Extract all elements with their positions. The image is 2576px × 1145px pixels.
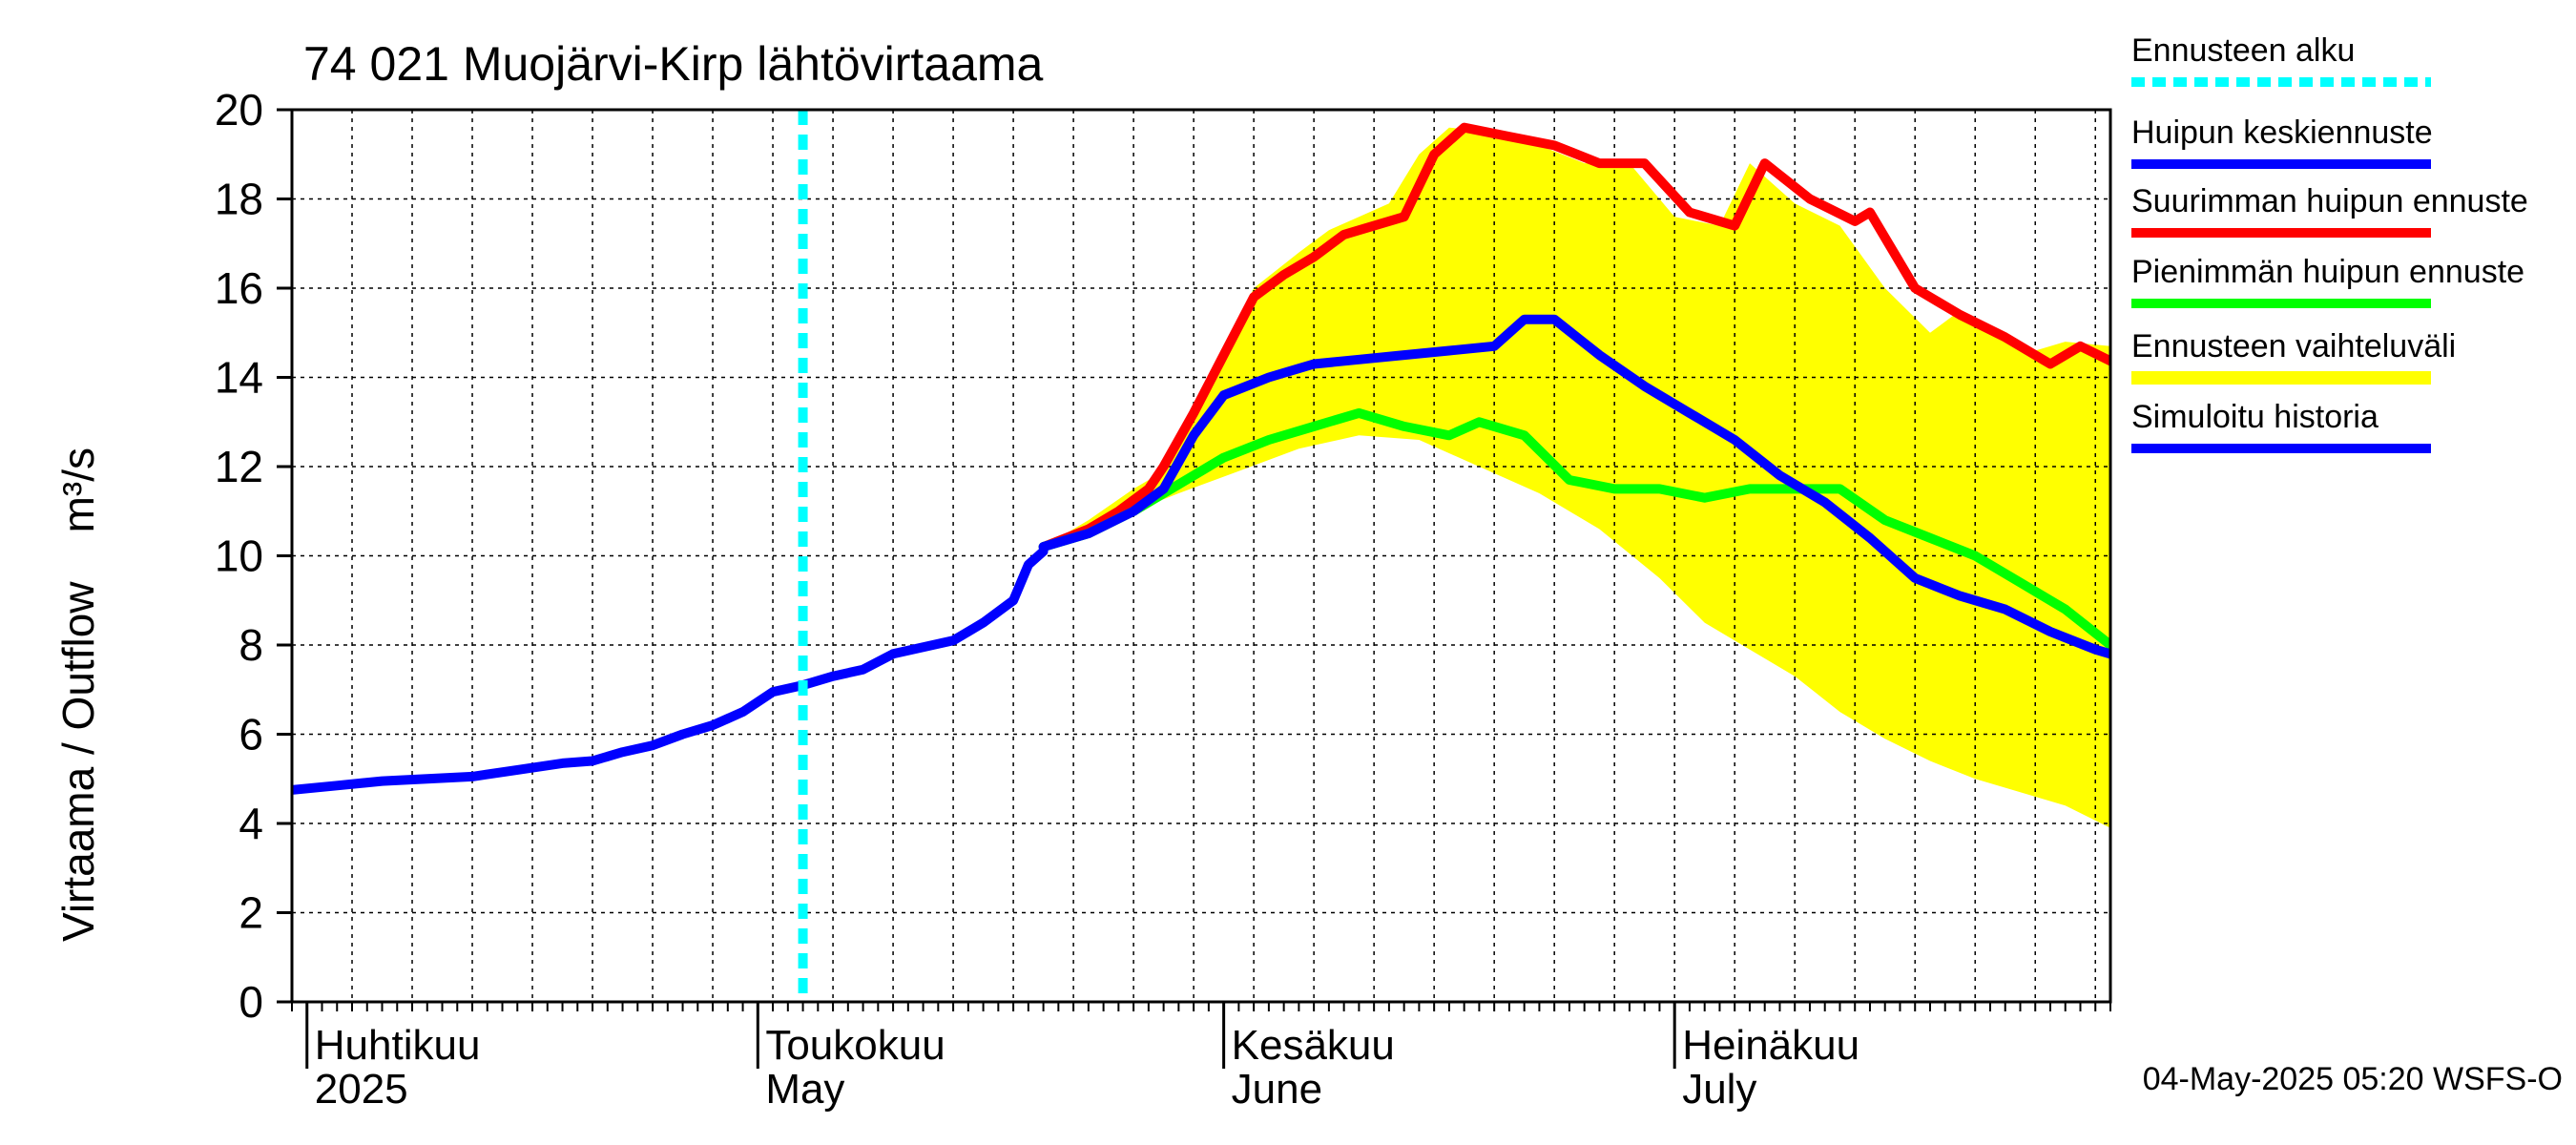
- grid-layer: [292, 109, 2110, 1003]
- y-tick-label: 14: [215, 353, 263, 403]
- y-tick-label: 8: [239, 620, 263, 670]
- y-tick-label: 2: [239, 888, 263, 938]
- series-layer: [292, 110, 2110, 1002]
- x-month-label-fi: Kesäkuu: [1232, 1022, 1395, 1069]
- y-tick-label: 18: [215, 175, 263, 224]
- legend-label-forecast_start: Ennusteen alku: [2131, 32, 2355, 69]
- y-tick-label: 12: [215, 442, 263, 491]
- series-min: [1038, 407, 2110, 651]
- legend-label-band: Ennusteen vaihteluväli: [2131, 328, 2456, 364]
- series-median: [1038, 314, 2110, 659]
- x-month-label-en: July: [1682, 1066, 1756, 1113]
- series-history: [292, 546, 1049, 795]
- y-tick-label: 10: [215, 531, 263, 581]
- x-month-label-en: 2025: [315, 1066, 408, 1113]
- x-month-label-en: May: [765, 1066, 844, 1113]
- x-month-label-fi: Toukokuu: [765, 1022, 945, 1069]
- legend-label-median: Huipun keskiennuste: [2131, 114, 2433, 151]
- y-tick-label: 0: [239, 977, 263, 1027]
- x-month-label-en: June: [1232, 1066, 1322, 1113]
- series-max: [1038, 122, 2110, 552]
- legend-label-history: Simuloitu historia: [2131, 399, 2379, 435]
- y-tick-label: 16: [215, 263, 263, 313]
- legend: Ennusteen alku Huipun keskiennuste Suurimm…: [2131, 32, 2528, 453]
- legend-label-min: Pienimmän huipun ennuste: [2131, 254, 2524, 290]
- y-tick-label: 4: [239, 799, 263, 848]
- x-month-label-fi: Heinäkuu: [1682, 1022, 1859, 1069]
- chart-title: 74 021 Muojärvi-Kirp lähtövirtaama: [303, 37, 1044, 91]
- x-month-label-fi: Huhtikuu: [315, 1022, 481, 1069]
- y-axis-label: Virtaama / Outflow m³/s: [53, 448, 103, 942]
- y-tick-label: 6: [239, 710, 263, 760]
- legend-label-max: Suurimman huipun ennuste: [2131, 183, 2528, 219]
- footer-timestamp: 04-May-2025 05:20 WSFS-O: [2143, 1061, 2563, 1097]
- y-tick-label: 20: [215, 85, 263, 135]
